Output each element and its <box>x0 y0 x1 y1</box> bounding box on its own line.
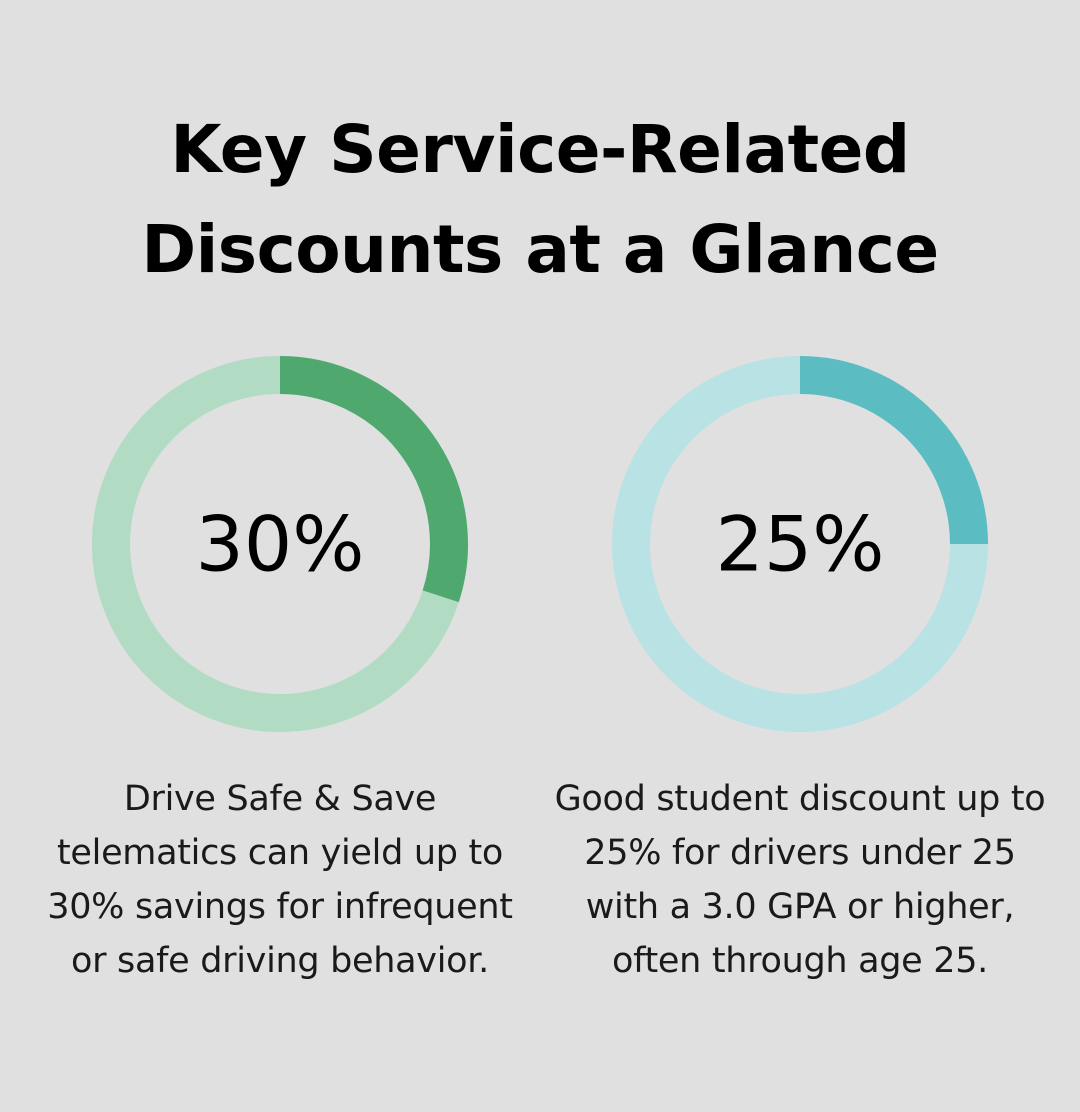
title-line-1: Key Service-Related <box>170 111 910 188</box>
discount-description: Good student discount up to 25% for driv… <box>554 779 1046 981</box>
title-line-2: Discounts at a Glance <box>141 211 939 288</box>
donut-chart-good-student: 25% <box>612 356 988 732</box>
donut-value-arc <box>279 356 468 603</box>
page-title: Key Service-Related Discounts at a Glanc… <box>0 100 1080 300</box>
discount-card-telematics: 30% Drive Safe & Save telematics can yie… <box>20 354 540 988</box>
donut-chart-telematics: 30% <box>92 356 468 732</box>
discount-card-good-student: 25% Good student discount up to 25% for … <box>540 354 1060 988</box>
discount-description: Drive Safe & Save telematics can yield u… <box>47 779 513 981</box>
donut-value-arc <box>799 356 988 545</box>
donut-percent-label: 30% <box>196 500 365 589</box>
donut-percent-label: 25% <box>716 500 885 589</box>
